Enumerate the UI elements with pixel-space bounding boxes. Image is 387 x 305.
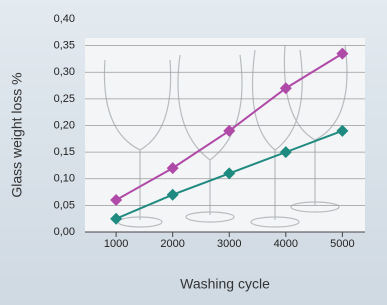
y-tick-label: 0,00 <box>54 226 75 238</box>
y-tick-label: 0,25 <box>54 93 75 105</box>
x-tick-label: 4000 <box>274 238 298 250</box>
y-tick-label: 0,35 <box>54 40 75 52</box>
x-tick-label: 1000 <box>104 238 128 250</box>
y-tick-label: 0,30 <box>54 66 75 78</box>
y-tick-label: 0,10 <box>54 173 75 185</box>
x-tick-label: 5000 <box>330 238 354 250</box>
x-tick-label: 3000 <box>217 238 241 250</box>
y-axis-title: Glass weight loss % <box>9 72 25 197</box>
x-axis-title: Washing cycle <box>180 276 270 292</box>
y-tick-label: 0,40 <box>54 13 75 25</box>
page: {"chart_data": {"type": "line", "x_label… <box>0 0 387 305</box>
y-tick-label: 0,15 <box>54 146 75 158</box>
y-tick-label: 0,20 <box>54 119 75 131</box>
y-tick-label: 0,05 <box>54 199 75 211</box>
chart: Washing cycle Glass weight loss % 0,00 0,… <box>0 0 387 305</box>
x-tick-label: 2000 <box>160 238 184 250</box>
